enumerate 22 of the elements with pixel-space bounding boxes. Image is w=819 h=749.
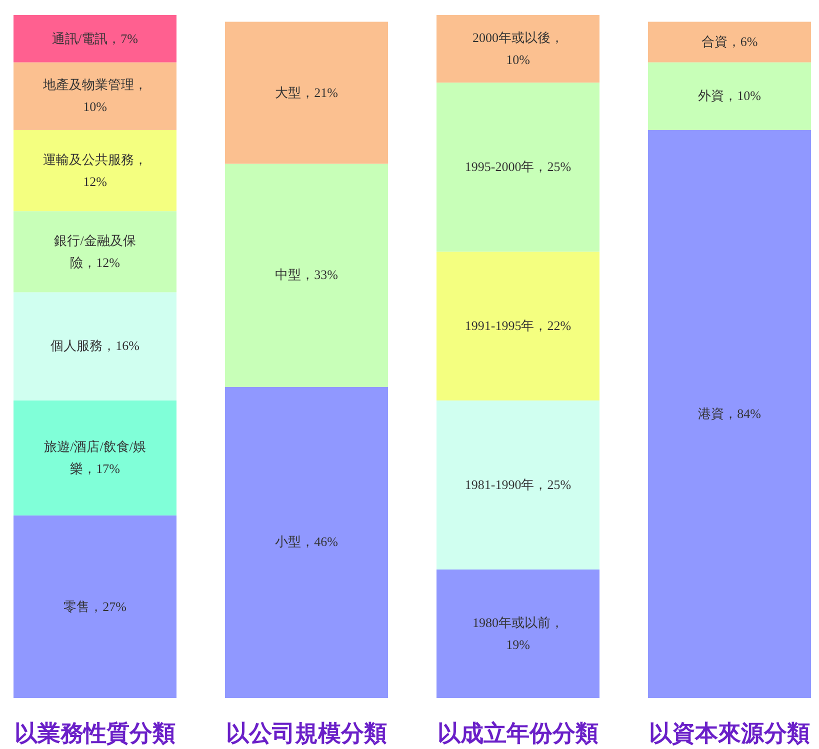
data-label: 1991-1995年，22% xyxy=(464,317,572,336)
data-label: 2000年或以後，10% xyxy=(472,28,564,69)
data-label: 小型，46% xyxy=(275,533,338,552)
x-tick-label: 以公司規模分類 xyxy=(225,720,388,749)
x-tick-label: 以業務性質分類 xyxy=(14,720,176,749)
data-label: 個人服務，16% xyxy=(50,337,140,356)
data-label: 外資，10% xyxy=(698,87,761,106)
data-label: 通訊/電訊，7% xyxy=(52,30,138,48)
data-label: 銀行/金融及保險，12% xyxy=(53,232,137,272)
x-tick-label: 以資本來源分類 xyxy=(648,720,811,749)
data-label: 地產及物業管理，10% xyxy=(42,76,148,116)
data-label: 港資，84% xyxy=(698,404,761,423)
data-label: 零售，27% xyxy=(64,598,126,616)
data-label: 中型，33% xyxy=(275,266,338,284)
data-label: 1980年或以前，19% xyxy=(472,614,564,654)
data-label: 合資，6% xyxy=(701,33,758,52)
data-label: 1981-1990年，25% xyxy=(464,476,572,494)
x-tick-label: 以成立年份分類 xyxy=(436,720,600,749)
data-label: 大型，21% xyxy=(275,84,338,102)
data-label: 1995-2000年，25% xyxy=(464,158,572,176)
data-label: 運輸及公共服務，12% xyxy=(42,150,148,191)
data-label: 旅遊/酒店/飲食/娛樂，17% xyxy=(43,438,147,478)
